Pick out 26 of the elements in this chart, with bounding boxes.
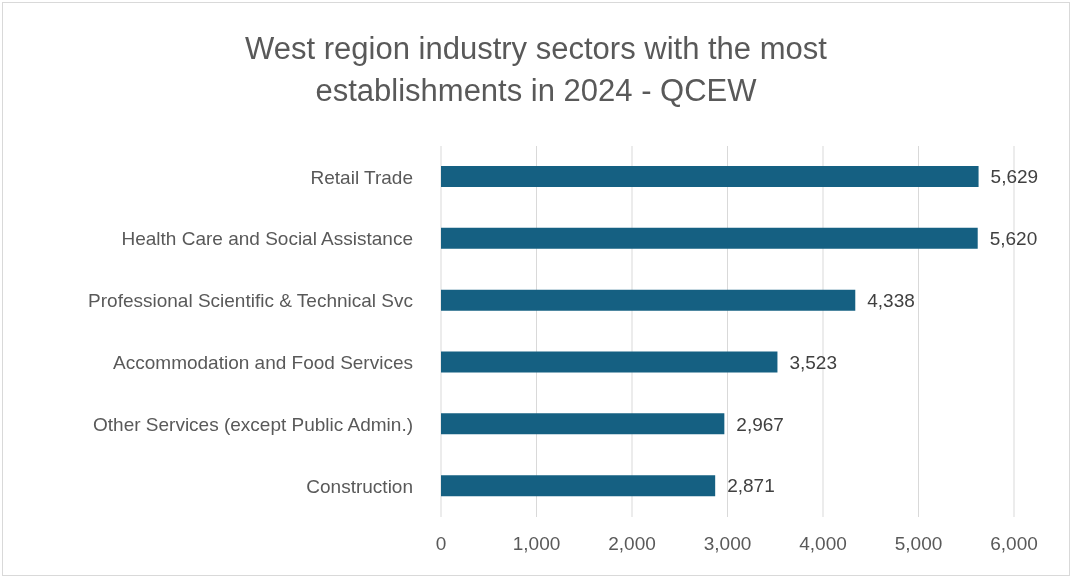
y-tick-label: Professional Scientific & Technical Svc: [88, 290, 413, 312]
y-tick-label: Accommodation and Food Services: [113, 352, 413, 374]
x-tick-label: 5,000: [894, 533, 943, 555]
y-tick-label: Other Services (except Public Admin.): [93, 413, 413, 435]
x-tick-label: 1,000: [512, 533, 561, 555]
bar: [441, 289, 856, 311]
data-label: 2,967: [736, 413, 784, 435]
bar: [441, 351, 778, 373]
x-tick-label: 6,000: [990, 533, 1038, 555]
y-tick-label: Health Care and Social Assistance: [121, 228, 413, 250]
data-label: 2,871: [727, 475, 775, 497]
chart-title: West region industry sectors with the most establishments in 2024 - QCEW: [244, 30, 828, 110]
x-tick-label: 2,000: [608, 533, 656, 555]
data-label: 5,620: [989, 228, 1038, 250]
x-tick-label: 4,000: [799, 533, 847, 555]
y-tick-label: Construction: [306, 475, 413, 497]
data-label: 4,338: [867, 289, 915, 311]
x-tick-label: 0: [435, 533, 447, 555]
x-tick-label: 3,000: [703, 533, 752, 555]
bar: [441, 475, 716, 497]
y-tick-label: Retail Trade: [310, 166, 413, 188]
data-label: 5,629: [990, 166, 1039, 188]
bar: [441, 413, 725, 435]
bar: [441, 227, 978, 249]
data-label: 3,523: [789, 351, 837, 373]
bar: [441, 166, 979, 187]
